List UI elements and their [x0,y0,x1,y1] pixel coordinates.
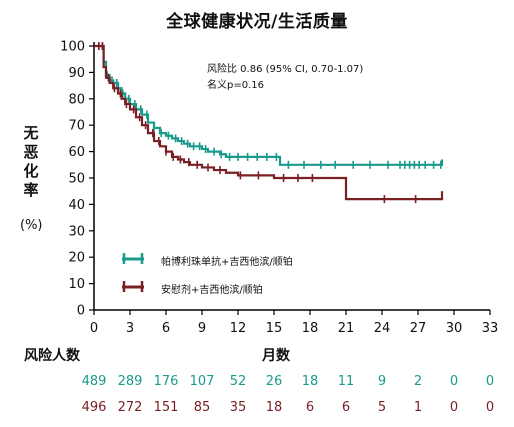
risk-count: 85 [193,400,211,415]
p-value-annotation: 名义p=0.16 [207,80,264,91]
risk-count: 18 [301,374,319,389]
risk-count: 0 [449,374,459,389]
risk-count: 489 [81,374,107,389]
risk-count: 11 [337,374,355,389]
x-tick-label: 9 [198,321,206,336]
risk-count: 272 [117,400,143,415]
x-tick-label: 30 [446,321,463,336]
risk-row-placebo: 496 272 151 85 35 18 6 6 5 1 0 0 [0,400,514,416]
y-tick-label: 80 [68,92,85,107]
hazard-ratio-annotation: 风险比 0.86 (95% CI, 0.70-1.07) [207,64,364,75]
risk-count: 289 [117,374,143,389]
risk-table-label: 风险人数 [24,348,80,364]
y-axis-label-char: 恶 [23,143,39,161]
risk-count: 0 [485,374,495,389]
chart-title: 全球健康状况/生活质量 [166,12,348,32]
x-tick-label: 27 [410,321,427,336]
y-tick-label: 50 [68,172,85,187]
y-tick-label: 40 [68,198,85,213]
y-axis-unit: (%) [20,218,43,233]
y-axis-label: 无 恶 化 率 (%) [20,124,43,235]
x-tick-label: 3 [126,321,134,336]
risk-count: 0 [485,400,495,415]
x-tick-label: 24 [374,321,391,336]
legend-label-placebo: 安慰剂+吉西他滨/顺铂 [161,285,263,296]
y-tick-label: 0 [77,304,85,319]
risk-count: 107 [189,374,215,389]
x-tick-label: 0 [90,321,98,336]
x-tick-label: 6 [162,321,170,336]
x-tick-label: 15 [266,321,283,336]
risk-count: 9 [377,374,387,389]
y-tick-label: 90 [68,66,85,81]
risk-count: 35 [229,400,247,415]
y-axis-label-char: 化 [23,162,39,180]
y-tick-label: 10 [68,277,85,292]
y-tick-label: 60 [68,145,85,160]
legend-label-pembrolizumab: 帕博利珠单抗+吉西他滨/顺铂 [161,257,293,268]
risk-count: 496 [81,400,107,415]
risk-count: 6 [305,400,315,415]
risk-count: 151 [153,400,179,415]
risk-count: 5 [377,400,387,415]
risk-count: 176 [153,374,179,389]
x-tick-label: 12 [230,321,247,336]
risk-count: 0 [449,400,459,415]
y-tick-label: 30 [68,224,85,239]
y-axis-label-char: 率 [23,181,39,199]
series-line-0 [94,44,444,166]
series-line-1 [94,44,444,201]
x-tick-label: 18 [302,321,319,336]
risk-count: 18 [265,400,283,415]
risk-row-pembrolizumab: 489 289 176 107 52 26 18 11 9 2 0 0 [0,374,514,390]
risk-count: 52 [229,374,247,389]
risk-count: 26 [265,374,283,389]
y-tick-label: 100 [60,40,85,55]
x-axis-label: 月数 [262,348,290,364]
risk-count: 6 [341,400,351,415]
x-tick-label: 21 [338,321,355,336]
y-tick-label: 20 [68,251,85,266]
x-tick-label: 33 [482,321,499,336]
y-tick-label: 70 [68,119,85,134]
risk-count: 1 [413,400,423,415]
y-axis-label-char: 无 [23,124,39,142]
risk-count: 2 [413,374,423,389]
